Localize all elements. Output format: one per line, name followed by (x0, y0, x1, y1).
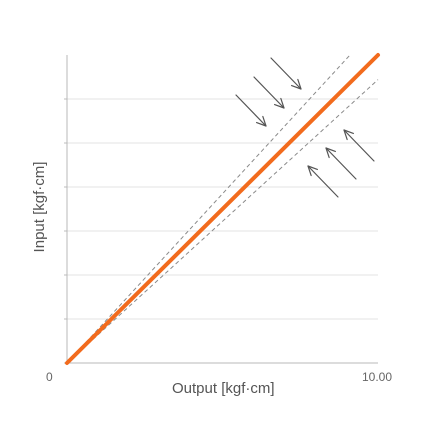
arrow-up-left-3 (343, 129, 375, 162)
arrow-down-right-2-head (274, 97, 285, 109)
arrow-up-left-1-head (307, 165, 318, 177)
x-tick-label-0: 0 (46, 370, 53, 384)
arrow-down-right-1-head (256, 115, 267, 127)
grid-lines (67, 98, 378, 320)
arrow-up-left-2-head (325, 147, 336, 159)
y-axis-title: Input [kgf·cm] (31, 161, 48, 253)
x-axis-title: Output [kgf·cm] (172, 380, 275, 397)
reference-line-1 (66, 79, 379, 364)
arrow-down-right-3-head (291, 78, 302, 90)
series-lines (65, 53, 380, 365)
arrow-up-left-1 (307, 165, 339, 198)
x-tick-label-1: 10.00 (362, 370, 393, 384)
arrow-down-right-3 (270, 57, 302, 90)
reference-lines (66, 54, 379, 364)
arrow-down-right-1 (235, 94, 267, 127)
arrow-annotations (235, 57, 375, 198)
series-line-0 (65, 53, 380, 365)
arrow-up-left-3-head (343, 129, 354, 141)
arrow-down-right-2 (253, 76, 285, 109)
reference-line-0 (66, 54, 351, 364)
arrow-up-left-2 (325, 147, 357, 180)
